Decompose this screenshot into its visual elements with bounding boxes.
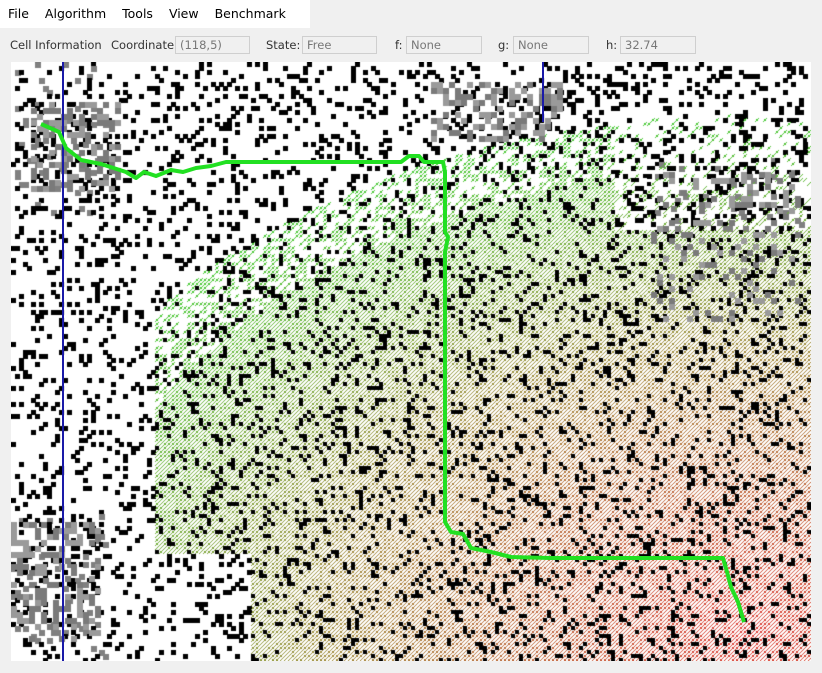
coordinate-field: (118,5) <box>175 36 250 54</box>
grid-map-canvas[interactable] <box>11 62 811 661</box>
cell-information-title: Cell Information <box>10 38 102 52</box>
h-field: 32.74 <box>620 36 696 54</box>
coordinate-label: Coordinate: <box>111 38 178 52</box>
path-overlay <box>40 62 746 661</box>
menu-bar: File Algorithm Tools View Benchmark <box>0 0 310 28</box>
h-label: h: <box>606 38 618 52</box>
g-label: g: <box>498 38 510 52</box>
menu-view[interactable]: View <box>168 6 199 21</box>
cell-information-bar: Cell Information Coordinate: (118,5) Sta… <box>0 35 822 57</box>
f-field: None <box>406 36 482 54</box>
found-path <box>40 122 746 623</box>
map-canvas-area[interactable] <box>11 62 811 661</box>
state-label: State: <box>266 38 301 52</box>
state-field: Free <box>302 36 377 54</box>
menu-file[interactable]: File <box>8 6 29 21</box>
menu-tools[interactable]: Tools <box>122 6 153 21</box>
f-label: f: <box>395 38 403 52</box>
menu-algorithm[interactable]: Algorithm <box>44 6 107 21</box>
menu-benchmark[interactable]: Benchmark <box>214 6 286 21</box>
g-field: None <box>513 36 589 54</box>
